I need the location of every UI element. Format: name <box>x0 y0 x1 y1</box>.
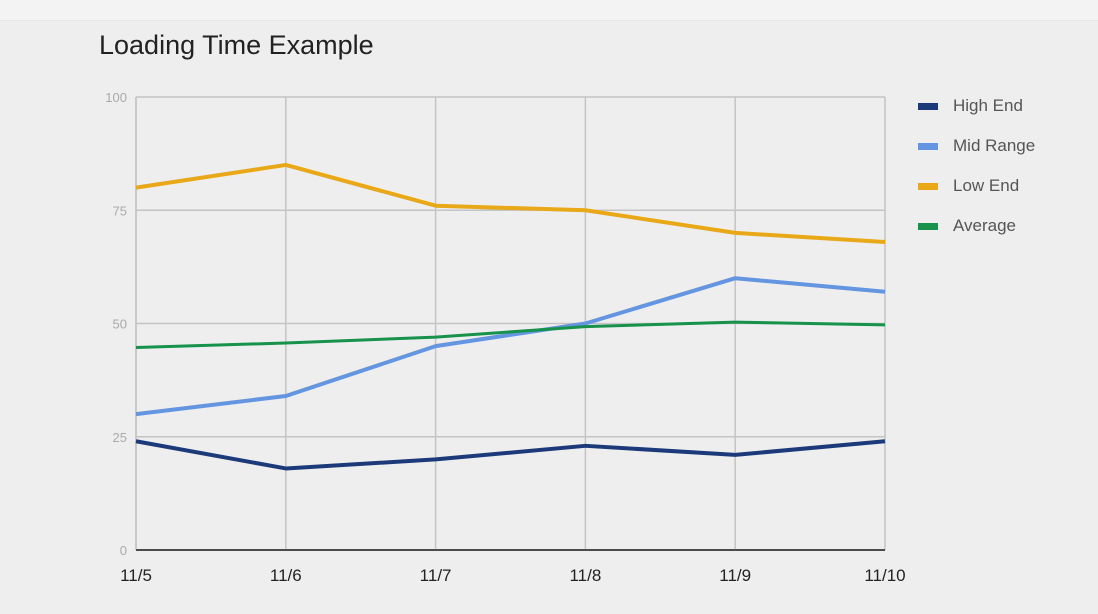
legend-item: Low End <box>918 166 1035 206</box>
series-line-average <box>135 320 886 350</box>
y-tick-label: 0 <box>120 543 127 558</box>
series-line-high-end <box>135 439 886 471</box>
series-line-mid-range <box>135 276 886 417</box>
y-tick-label: 25 <box>113 430 127 445</box>
x-tick-label: 11/6 <box>270 566 302 585</box>
x-tick-label: 11/9 <box>719 566 751 585</box>
legend-swatch <box>918 222 938 230</box>
y-tick-label: 50 <box>113 317 127 332</box>
legend-item: Average <box>918 206 1035 246</box>
legend-label: Low End <box>953 176 1020 195</box>
legend-item: High End <box>918 86 1035 126</box>
y-tick-label: 100 <box>105 90 127 105</box>
x-tick-label: 11/8 <box>569 566 601 585</box>
x-tick-label: 11/10 <box>864 566 905 585</box>
y-tick-label: 75 <box>113 203 127 218</box>
chart-title: Loading Time Example <box>99 30 374 60</box>
legend-label: Average <box>953 216 1017 235</box>
top-bar <box>0 0 1098 21</box>
legend-label: High End <box>953 96 1023 115</box>
x-tick-label: 11/5 <box>120 566 152 585</box>
legend: High End Mid Range Low End Average <box>918 86 1035 246</box>
legend-item: Mid Range <box>918 126 1035 166</box>
legend-label: Mid Range <box>953 136 1036 155</box>
legend-swatch <box>918 142 938 150</box>
series-line-low-end <box>135 162 886 244</box>
legend-swatch <box>918 182 938 190</box>
legend-swatch <box>918 102 938 110</box>
x-tick-label: 11/7 <box>420 566 452 585</box>
